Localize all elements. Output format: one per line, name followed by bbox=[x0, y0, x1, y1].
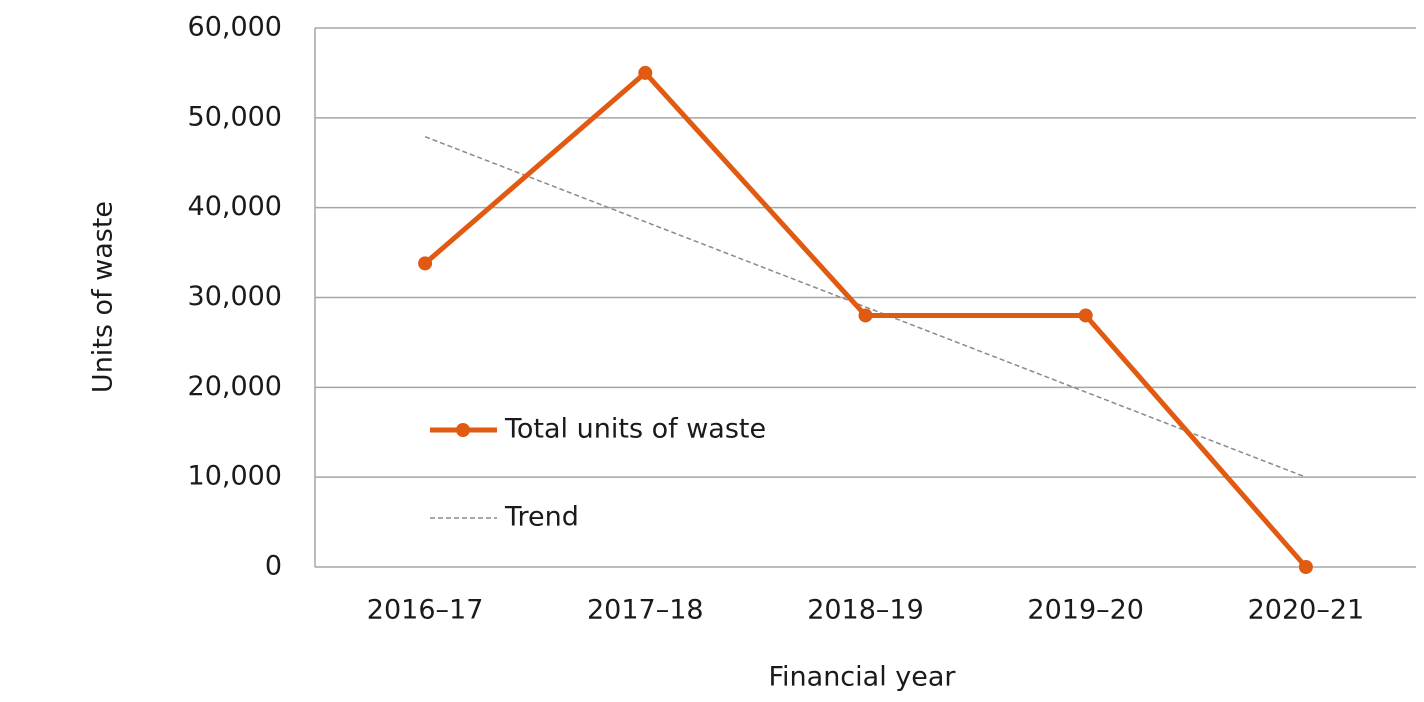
y-tick-label: 30,000 bbox=[188, 281, 282, 312]
data-point bbox=[858, 308, 873, 323]
data-point bbox=[1298, 560, 1313, 574]
y-tick-label: 20,000 bbox=[188, 371, 282, 402]
data-point bbox=[638, 65, 653, 80]
legend-label: Total units of waste bbox=[504, 414, 766, 445]
y-tick-label: 60,000 bbox=[188, 12, 282, 43]
legend-marker bbox=[456, 423, 470, 437]
y-tick-label: 10,000 bbox=[188, 461, 282, 492]
y-tick-label: 40,000 bbox=[188, 191, 282, 222]
data-point bbox=[418, 256, 433, 271]
data-point bbox=[1078, 308, 1093, 323]
y-tick-label: 50,000 bbox=[188, 101, 282, 132]
x-tick-label: 2016–17 bbox=[367, 595, 484, 626]
x-axis-title: Financial year bbox=[768, 662, 956, 693]
y-tick-label: 0 bbox=[265, 551, 282, 582]
trend-line bbox=[424, 135, 1307, 478]
x-tick-label: 2018–19 bbox=[807, 595, 924, 626]
y-axis-title: Units of waste bbox=[88, 201, 119, 393]
x-tick-label: 2017–18 bbox=[587, 595, 704, 626]
x-tick-label: 2020–21 bbox=[1248, 595, 1365, 626]
legend-label: Trend bbox=[504, 502, 579, 533]
x-tick-label: 2019–20 bbox=[1027, 595, 1144, 626]
